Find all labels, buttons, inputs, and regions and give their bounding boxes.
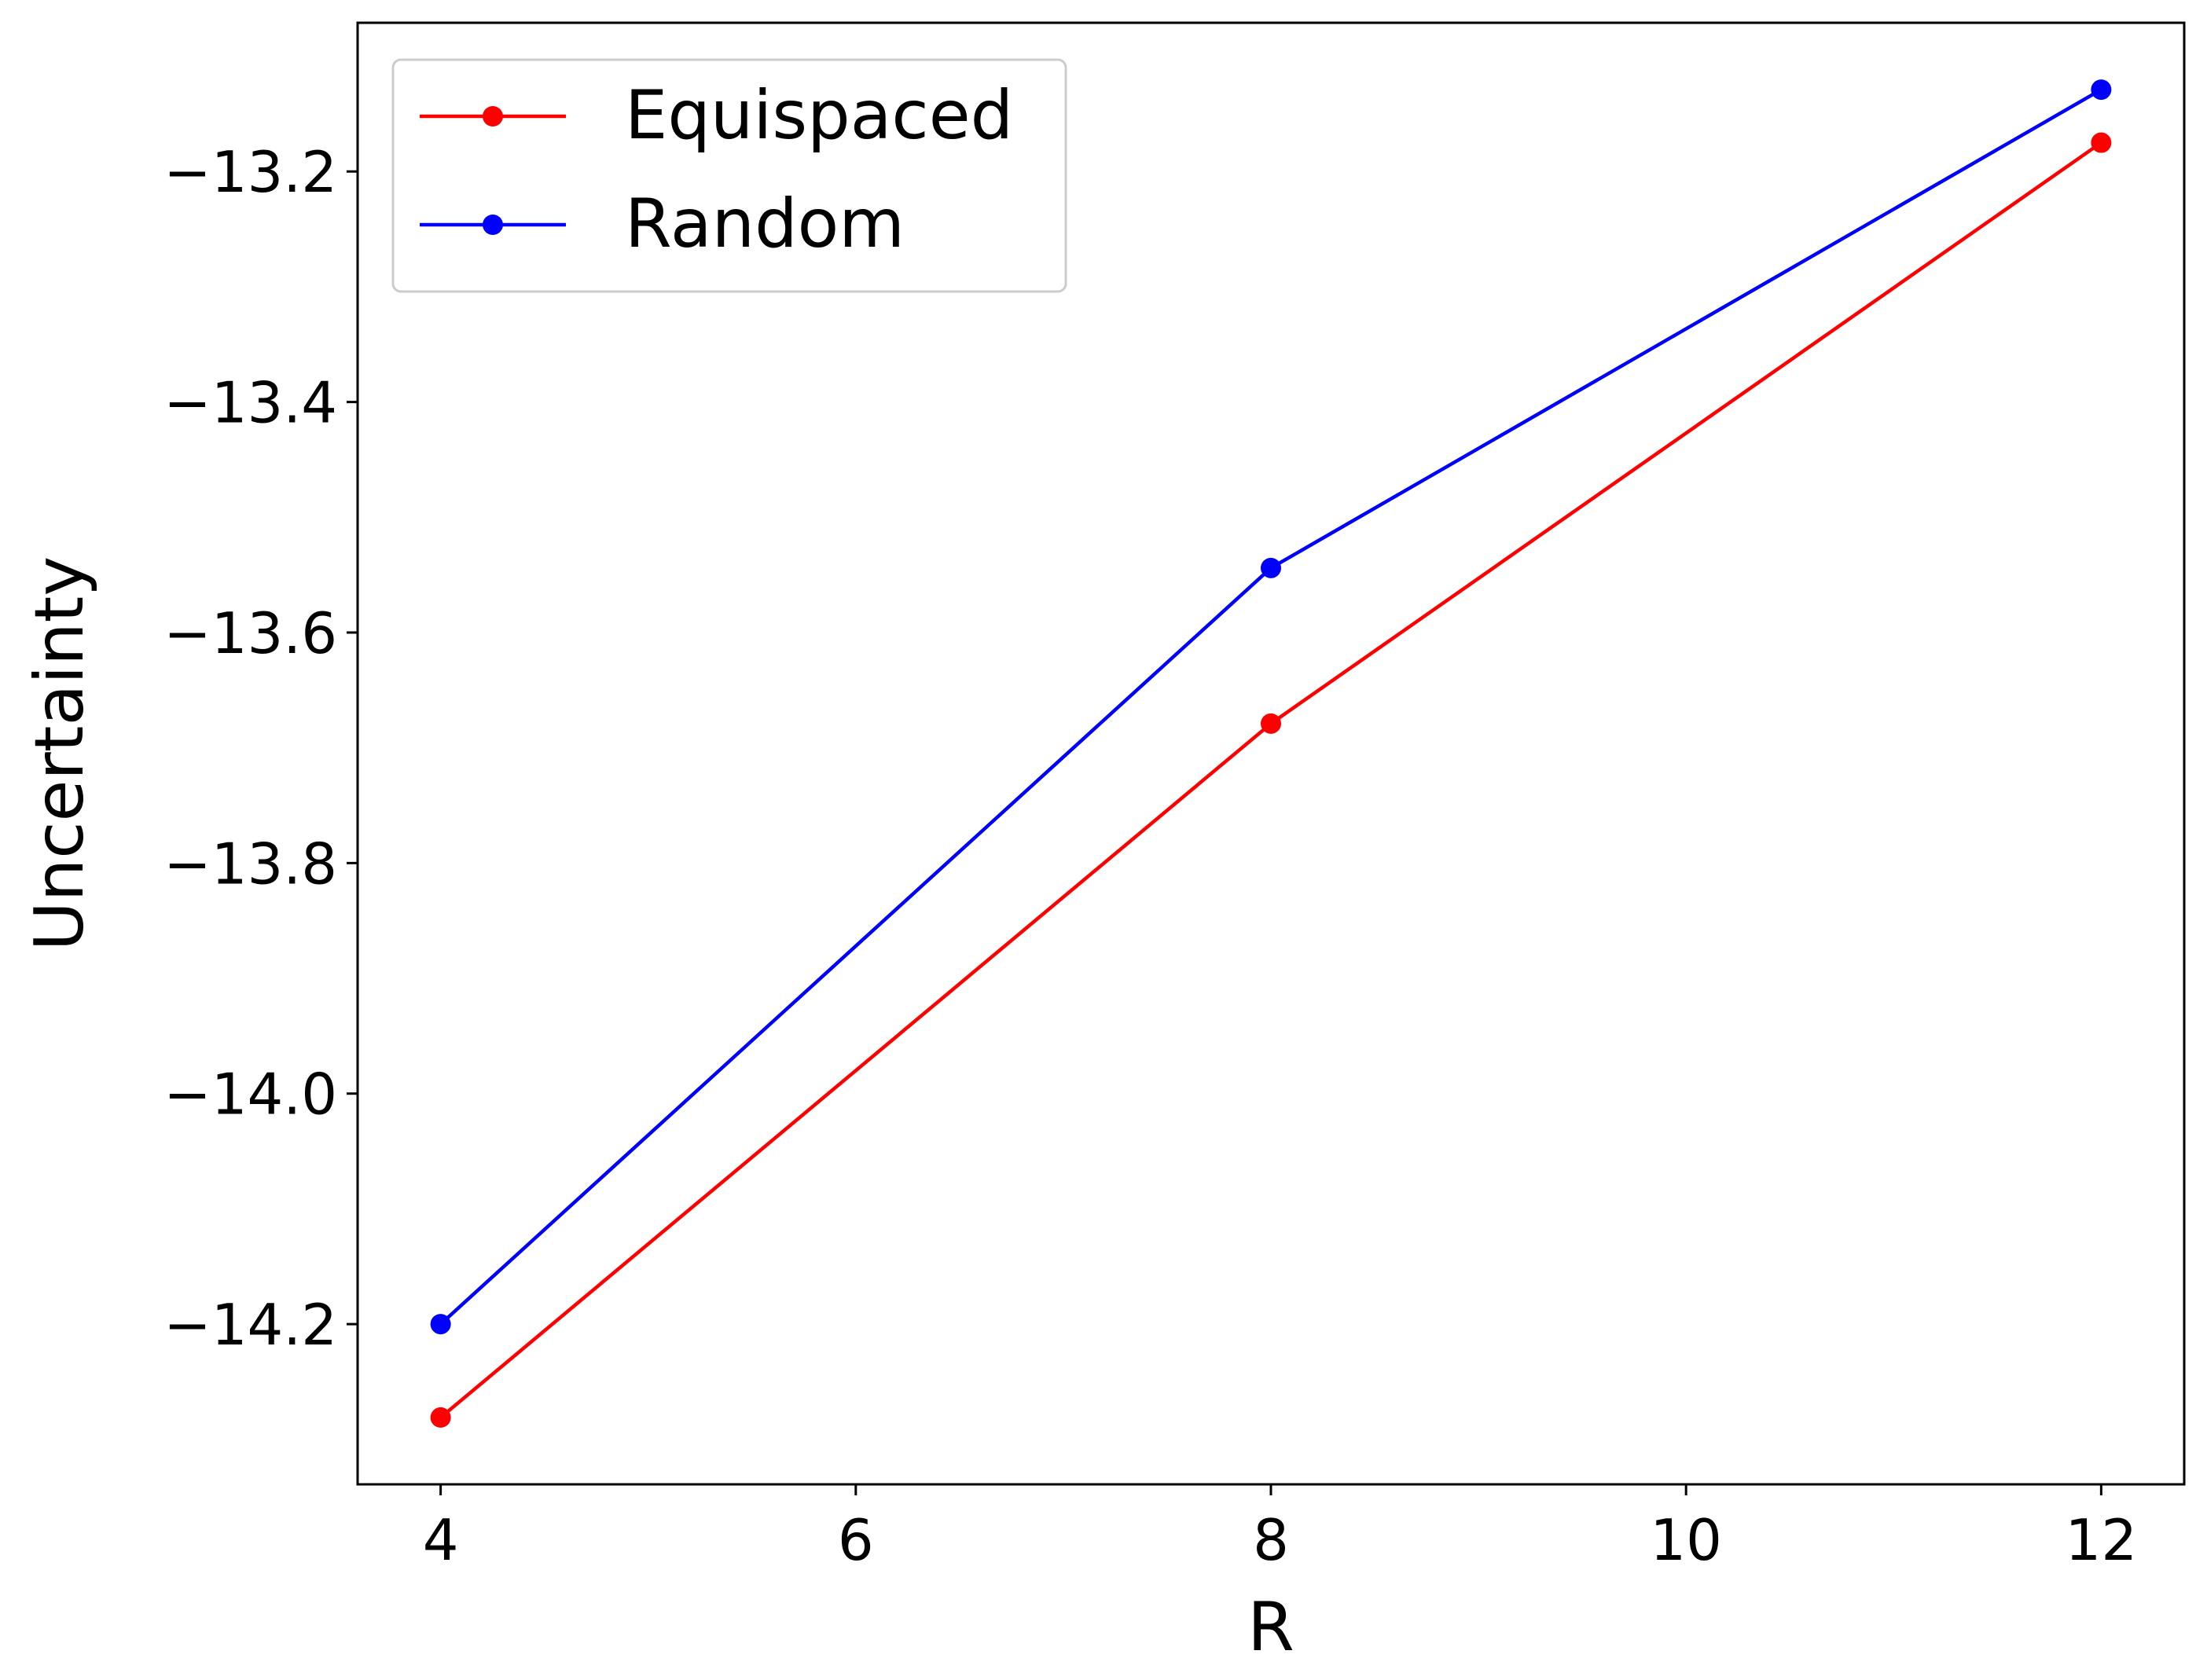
x-axis-label: R	[1247, 1588, 1294, 1667]
y-tick-label: −13.4	[163, 370, 337, 436]
data-point	[1261, 713, 1281, 734]
legend-marker	[483, 215, 503, 235]
y-axis-label: Uncertainty	[20, 556, 99, 951]
legend-marker	[483, 106, 503, 127]
y-tick-label: −13.6	[163, 600, 337, 666]
y-tick-label: −13.8	[163, 831, 337, 897]
x-tick-label: 10	[1650, 1507, 1722, 1573]
data-point	[2091, 79, 2112, 101]
y-tick-label: −13.2	[163, 139, 337, 205]
data-point	[1261, 557, 1281, 578]
plot-frame	[356, 21, 2186, 1486]
x-tick-label: 6	[838, 1507, 874, 1573]
series-line	[439, 141, 2102, 1419]
data-point	[430, 1314, 451, 1335]
y-tick-label: −14.0	[163, 1062, 337, 1128]
x-tick-label: 12	[2066, 1507, 2138, 1573]
x-tick-label: 4	[423, 1507, 459, 1573]
legend-label: Random	[625, 185, 905, 263]
data-point	[2091, 132, 2112, 153]
x-tick-label: 8	[1253, 1507, 1289, 1573]
legend-label: Equispaced	[625, 76, 1013, 155]
y-tick-label: −14.2	[163, 1292, 337, 1358]
data-point	[430, 1407, 451, 1428]
